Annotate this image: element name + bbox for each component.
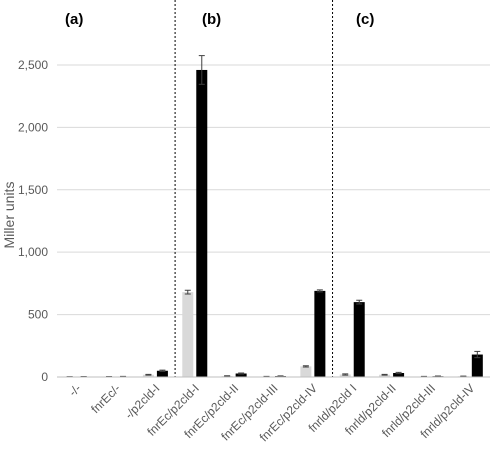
panel-label-c: (c) [356,11,374,28]
x-tick-label: -/- [66,381,84,399]
y-axis-label: Miller units [1,182,17,249]
panel-dividers [174,0,334,377]
bar [156,370,168,377]
error-bars [66,55,481,378]
bar [339,374,351,377]
bar [393,373,405,377]
bar [182,292,194,377]
bar [235,373,247,377]
panel-label-a: (a) [65,11,83,28]
panel-label-b: (b) [202,11,221,28]
y-tick-label: 1,000 [18,245,48,259]
y-tick-label: 2,500 [18,58,48,72]
x-axis-ticks: -/- fnrEc/--/p2cld-IfnrEc/p2cld-IfnrEc/p2… [66,381,478,444]
bar [314,290,326,377]
y-axis-ticks: 0 500 1,000 1,500 2,000 2,500 [18,58,48,384]
bar [471,354,483,377]
bar [142,374,154,377]
bar [196,69,208,377]
y-tick-label: 1,500 [18,183,48,197]
x-tick-label: fnrEc/- [88,381,123,416]
bar [300,366,312,377]
bar [353,302,365,377]
y-tick-label: 0 [41,370,48,384]
y-tick-label: 500 [28,308,48,322]
bar [379,374,391,377]
y-tick-label: 2,000 [18,120,48,134]
bars [64,69,483,378]
gridlines [57,64,490,316]
